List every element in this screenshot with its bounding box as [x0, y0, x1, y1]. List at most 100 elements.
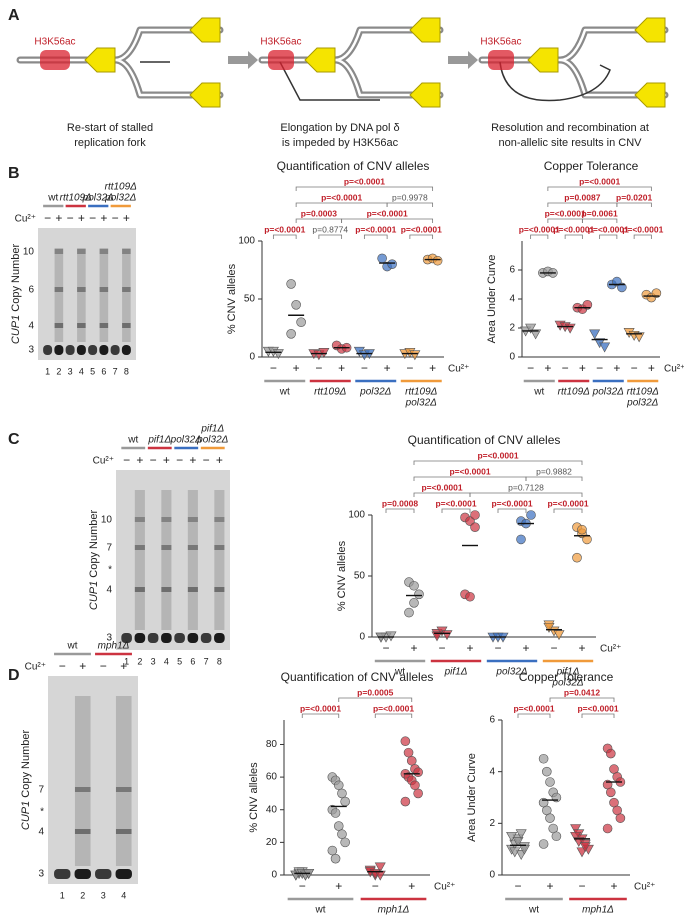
cu-sign: +	[546, 879, 553, 893]
cu-sign: +	[55, 211, 62, 225]
cu-sign: +	[136, 453, 143, 467]
gel-band	[121, 633, 132, 643]
data-point	[340, 837, 350, 848]
copy-number: 3	[28, 345, 34, 356]
bracket	[441, 508, 471, 513]
copy-number: 3	[106, 633, 112, 644]
cu-sign: −	[406, 361, 413, 375]
gel-band	[134, 545, 145, 550]
bracket	[374, 713, 413, 718]
y-tick-label: 80	[266, 739, 278, 750]
p-value: p=<0.0001	[577, 703, 618, 713]
bracket	[581, 713, 615, 718]
lane-number: 3	[68, 366, 73, 376]
data-point	[538, 839, 549, 849]
data-point	[509, 847, 521, 858]
cu-sign: −	[550, 641, 557, 655]
lane-number: 8	[217, 656, 222, 666]
group-label: wt	[528, 905, 539, 916]
data-point	[385, 631, 397, 642]
lane-number: 2	[137, 656, 142, 666]
gel-band	[134, 587, 145, 592]
panel-label: D	[8, 667, 20, 684]
bracket	[497, 508, 527, 513]
lane-number: 7	[204, 656, 209, 666]
gel-band	[54, 287, 64, 292]
data-point	[291, 299, 301, 310]
bracket	[301, 713, 340, 718]
group-label: wt	[533, 387, 544, 398]
gel-band	[134, 517, 145, 522]
cu-sign: +	[408, 879, 415, 893]
copy-number: 3	[38, 869, 44, 880]
group-label: wt	[315, 905, 326, 916]
cu-sign: −	[176, 453, 183, 467]
bracket	[633, 234, 652, 239]
data-point	[551, 831, 562, 842]
data-point	[286, 279, 296, 289]
chart-title: Copper Tolerance	[519, 670, 614, 684]
h3k56ac-label: H3K56ac	[480, 37, 521, 48]
data-point	[570, 824, 582, 835]
group-label: rtt109Δ	[405, 387, 438, 398]
gel-smear	[74, 696, 91, 866]
data-point	[403, 747, 414, 758]
cu-sign: −	[631, 361, 638, 375]
y-axis-label: % CNV alleles	[226, 263, 238, 334]
gel-ylabel: CUP1 Copy Number	[88, 510, 100, 611]
gel-smear	[54, 248, 64, 342]
copy-number: 7	[38, 785, 44, 796]
bracket	[338, 697, 413, 702]
group-label: wt	[127, 435, 138, 446]
gel-band	[54, 869, 71, 879]
diagram-3	[478, 17, 669, 108]
caption: Resolution and recombination at	[491, 122, 649, 134]
gel-band	[122, 249, 131, 254]
cu-sign: −	[299, 879, 306, 893]
lane-number: 3	[101, 890, 106, 900]
data-point	[572, 552, 582, 563]
lane-number: 4	[121, 890, 126, 900]
panel-label: A	[8, 7, 20, 24]
panel-a-diagrams: H3K56ac H3K56ac H3K56ac	[16, 17, 669, 108]
cu-label: Cu²⁺	[93, 456, 114, 467]
lane-number: 8	[124, 366, 129, 376]
data-point	[432, 255, 443, 266]
p-value: p=0.0003	[301, 208, 337, 218]
data-point	[337, 829, 347, 840]
diagram-1	[16, 17, 224, 108]
bracket	[549, 697, 615, 702]
group-label: pif1Δ	[147, 435, 171, 446]
group-label: mph1Δ	[582, 905, 614, 916]
caption: non-allelic site results in CNV	[498, 137, 642, 149]
lane-number: 1	[60, 890, 65, 900]
gel	[116, 470, 230, 650]
p-value: p=<0.0001	[401, 224, 442, 234]
group-label: mph1Δ	[378, 905, 410, 916]
p-value: p=0.0005	[357, 687, 393, 697]
group-label: wt	[67, 641, 78, 652]
gel-band	[122, 323, 131, 328]
data-point	[286, 328, 296, 339]
gel	[38, 228, 136, 360]
p-value: p=<0.0001	[588, 224, 629, 234]
gel-band	[115, 787, 132, 792]
lane-number: 6	[101, 366, 106, 376]
gel-band	[214, 545, 225, 550]
cu-sign: +	[120, 659, 127, 673]
data-point	[333, 821, 344, 831]
gel-band	[161, 545, 172, 550]
gel-ylabel-part: Copy Number	[10, 244, 22, 315]
data-point	[413, 767, 423, 778]
gel-band	[76, 345, 86, 355]
data-point	[570, 831, 582, 842]
y-tick-label: 2	[509, 323, 515, 334]
cu-sign: −	[596, 361, 603, 375]
group-label: pol32Δ	[551, 678, 583, 689]
data-point	[543, 622, 555, 633]
caption: is impeded by H3K56ac	[282, 137, 399, 149]
cu-sign: −	[438, 641, 445, 655]
copy-number: 4	[106, 585, 112, 596]
h3k56ac-label: H3K56ac	[260, 37, 301, 48]
